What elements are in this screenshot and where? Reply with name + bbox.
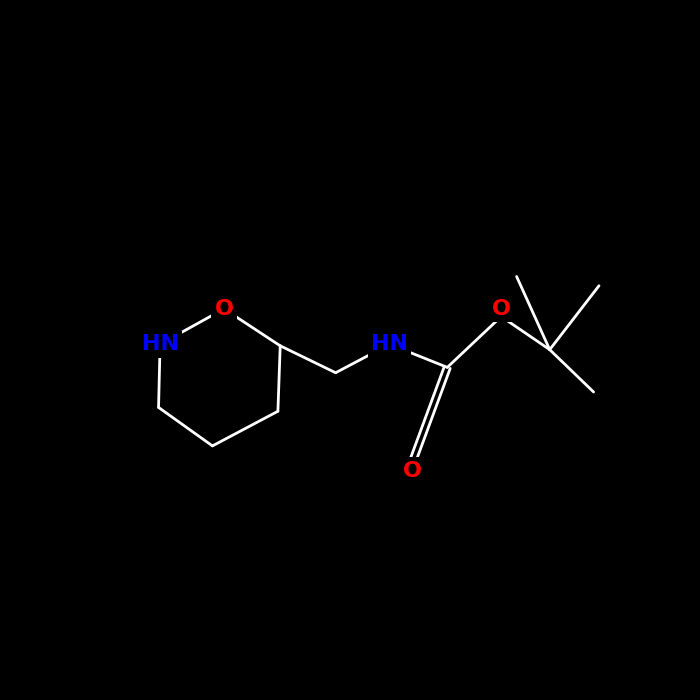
Text: O: O	[214, 299, 234, 318]
Text: O: O	[491, 299, 511, 318]
Text: HN: HN	[141, 335, 178, 354]
Text: HN: HN	[371, 335, 408, 354]
Text: O: O	[403, 461, 422, 480]
